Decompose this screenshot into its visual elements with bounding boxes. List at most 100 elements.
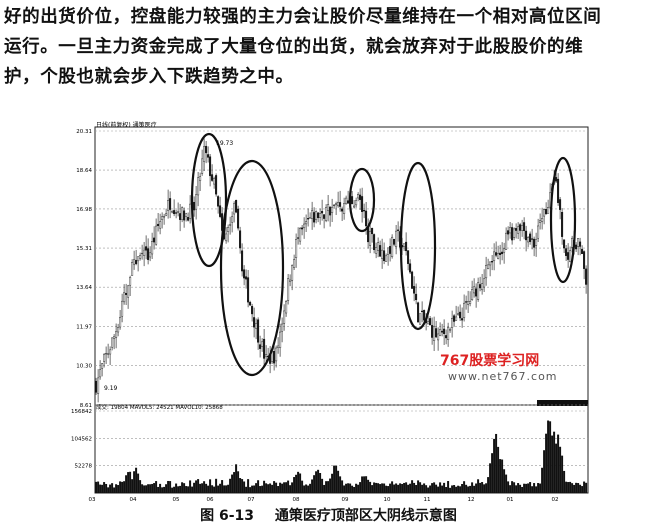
volume-bar [185,486,188,493]
candle-body [505,232,508,250]
candle-body [201,158,204,174]
candle-body [129,277,132,286]
volume-bar [99,484,102,493]
candle-body [535,239,538,246]
volume-bar [541,467,544,493]
volume-bar [135,467,138,493]
volume-bar [381,483,384,493]
volume-bar [547,420,550,493]
x-tick-label: 04 [130,497,137,503]
candle-body [163,216,166,218]
candle-body [311,210,314,220]
volume-bar [209,479,212,493]
volume-bar [463,481,466,493]
volume-bar [325,481,328,493]
volume-bar [283,482,286,493]
volume-bar [517,483,520,493]
candle-body [139,255,142,259]
volume-bar [183,483,186,493]
volume-bar [401,483,404,493]
candle-body [233,203,236,215]
paragraph-line: 运行。一旦主力资金完成了大量仓位的出货，就会放弃对于此股股价的维 [4,37,584,57]
volume-bar [195,480,198,493]
volume-tick-label: 52278 [75,464,93,470]
candle-body [305,221,308,225]
candle-body [519,224,522,231]
volume-bar [413,482,416,493]
watermark: 767股票学习网 www.net767.com [440,350,558,383]
candle-body [229,224,232,226]
candle-body [315,211,318,220]
candle-body [547,207,550,214]
candle-body [355,200,358,206]
volume-bar [155,481,158,493]
candle-body [199,176,202,181]
volume-bar [431,483,434,493]
volume-bar [125,475,128,493]
candle-body [165,213,168,216]
body-paragraph: 好的出货价位，控盘能力较强的主力会让股价尽量维持在一个相对高位区间 运行。一旦主… [4,2,654,92]
candle-body [501,251,504,255]
candle-body [247,277,250,303]
candle-body [481,283,484,291]
volume-bar [323,484,326,493]
volume-bar [503,469,506,493]
volume-bar [229,478,232,493]
volume-bar [515,485,518,493]
price-tick-label: 15.31 [76,246,92,252]
candle-body [249,301,252,306]
volume-bar [319,473,322,493]
candle-body [419,313,422,325]
x-tick-label: 09 [342,497,349,503]
volume-bar [197,479,200,493]
volume-bar [253,485,256,493]
candle-body [279,331,282,348]
volume-bar [575,482,578,493]
volume-bar [367,479,370,493]
price-tick-label: 16.98 [76,207,92,213]
candle-body [387,247,390,255]
volume-bar [113,487,116,493]
candle-body [123,292,126,303]
candle-body [109,349,112,355]
annotation-ellipse [190,132,228,268]
candle-body [567,252,570,260]
candle-body [389,246,392,254]
volume-bar [285,482,288,493]
volume-bar [365,476,368,493]
candle-body [121,300,124,317]
candle-body [257,319,260,343]
candle-body [507,230,510,235]
volume-bar [243,481,246,493]
volume-bar [173,486,176,493]
candle-body [569,250,572,262]
volume-bar [219,483,222,493]
candle-body [581,248,584,254]
candle-body [495,252,498,256]
candle-body [253,317,256,328]
volume-bar [331,473,334,493]
candle-body [189,203,192,219]
volume-bar [263,480,266,493]
volume-bar [181,482,184,493]
candle-body [477,282,480,300]
candle-body [415,293,418,301]
candle-body [583,251,586,269]
volume-bar [273,481,276,493]
volume-bar [487,477,490,493]
volume-bar [473,485,476,493]
volume-bar [267,484,270,493]
volume-bar [361,476,364,493]
volume-bar [433,482,436,493]
volume-bar [379,484,382,493]
candle-body [171,210,174,213]
volume-bar [289,485,292,493]
volume-bar [565,481,568,493]
volume-bar [317,469,320,493]
candle-body [263,338,266,359]
candle-body [227,227,230,232]
candle-body [485,264,488,279]
candle-body [427,321,430,325]
volume-bar [371,485,374,493]
candle-body [115,331,118,338]
